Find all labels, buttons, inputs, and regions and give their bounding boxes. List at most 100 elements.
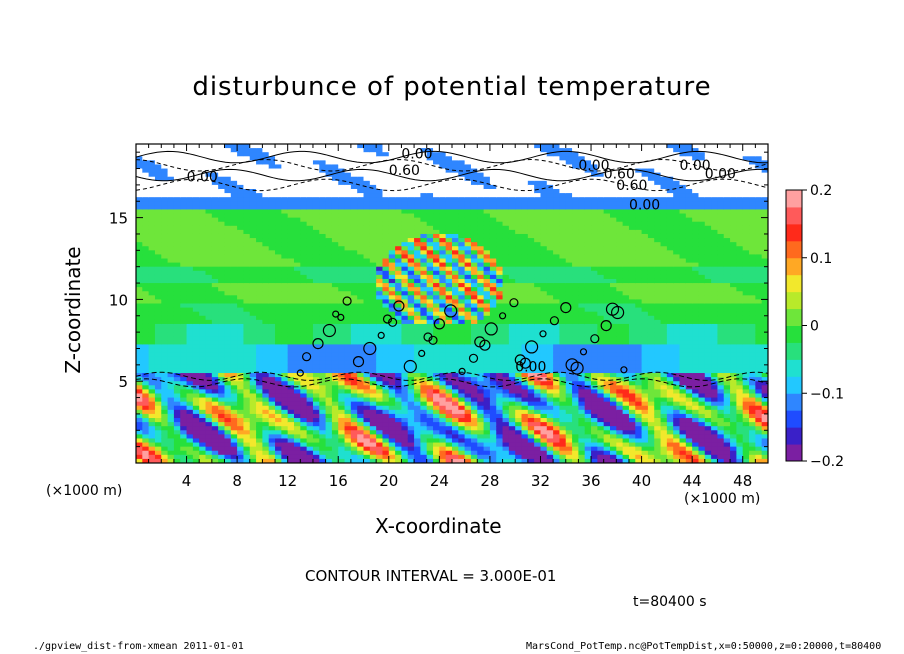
heatmap-cell: [154, 274, 162, 280]
heatmap-cell: [407, 418, 415, 423]
heatmap-field: [136, 144, 768, 463]
heatmap-cell: [205, 160, 213, 166]
heatmap-cell: [275, 356, 282, 362]
heatmap-cell: [489, 311, 497, 317]
heatmap-cell: [433, 193, 440, 198]
heatmap-cell: [464, 213, 472, 219]
heatmap-cell: [180, 193, 188, 198]
heatmap-cell: [439, 434, 447, 440]
heatmap-cell: [167, 368, 175, 374]
heatmap-cell: [224, 233, 232, 239]
heatmap-cell: [477, 434, 485, 440]
heatmap-cell: [414, 344, 421, 350]
heatmap-cell: [331, 389, 339, 395]
heatmap-cell: [344, 274, 352, 280]
heatmap-cell: [237, 152, 245, 157]
heatmap-cell: [452, 401, 459, 407]
heatmap-cell: [401, 246, 409, 251]
heatmap-cell: [445, 266, 453, 272]
heatmap-cell: [142, 434, 150, 440]
heatmap-cell: [237, 221, 245, 227]
heatmap-cell: [357, 430, 365, 435]
heatmap-cell: [154, 201, 162, 206]
heatmap-cell: [331, 434, 339, 440]
heatmap-cell: [173, 311, 181, 317]
heatmap-cell: [306, 197, 314, 202]
heatmap-cell: [508, 180, 516, 186]
heatmap-cell: [161, 344, 169, 350]
heatmap-cell: [344, 328, 352, 333]
heatmap-cell: [268, 148, 276, 153]
heatmap-cell: [218, 368, 226, 374]
heatmap-cell: [407, 242, 415, 247]
heatmap-cell: [426, 307, 434, 313]
heatmap-cell: [325, 180, 333, 186]
heatmap-cell: [218, 193, 226, 198]
heatmap-cell: [142, 389, 150, 395]
heatmap-cell: [445, 373, 453, 378]
heatmap-cell: [300, 217, 308, 223]
heatmap-cell: [376, 258, 384, 264]
heatmap-cell: [439, 422, 447, 427]
heatmap-cell: [357, 405, 365, 411]
heatmap-cell: [382, 409, 390, 415]
heatmap-cell: [395, 438, 403, 444]
heatmap-cell: [439, 213, 447, 219]
heatmap-cell: [325, 332, 333, 337]
heatmap-cell: [287, 246, 295, 251]
heatmap-cell: [256, 360, 263, 366]
heatmap-cell: [186, 254, 194, 260]
heatmap-cell: [300, 373, 308, 378]
heatmap-cell: [161, 373, 169, 378]
heatmap-cell: [433, 348, 440, 354]
heatmap-cell: [527, 356, 535, 362]
heatmap-cell: [180, 409, 188, 415]
heatmap-cell: [376, 348, 384, 354]
heatmap-cell: [325, 360, 333, 366]
heatmap-cell: [154, 311, 162, 317]
heatmap-cell: [420, 188, 428, 194]
heatmap-cell: [136, 450, 143, 456]
heatmap-cell: [439, 274, 447, 280]
heatmap-cell: [262, 450, 270, 456]
heatmap-cell: [452, 434, 459, 440]
heatmap-cell: [395, 348, 403, 354]
heatmap-cell: [243, 233, 251, 239]
heatmap-cell: [205, 328, 213, 333]
heatmap-cell: [300, 336, 308, 341]
heatmap-cell: [192, 319, 200, 325]
heatmap-cell: [281, 148, 289, 153]
heatmap-cell: [426, 184, 434, 190]
heatmap-cell: [464, 250, 472, 256]
heatmap-cell: [256, 270, 263, 276]
heatmap-cell: [275, 319, 282, 325]
heatmap-cell: [458, 270, 466, 276]
heatmap-cell: [439, 152, 447, 157]
heatmap-cell: [167, 172, 175, 178]
heatmap-cell: [477, 315, 485, 321]
heatmap-cell: [483, 209, 491, 215]
heatmap-cell: [205, 385, 213, 390]
heatmap-cell: [218, 172, 226, 178]
heatmap-cell: [306, 328, 314, 333]
heatmap-cell: [496, 217, 504, 223]
heatmap-cell: [439, 385, 447, 390]
heatmap-cell: [439, 270, 447, 276]
heatmap-cell: [521, 246, 529, 251]
heatmap-cell: [136, 422, 143, 427]
heatmap-cell: [458, 180, 466, 186]
heatmap-cell: [192, 315, 200, 321]
heatmap-cell: [211, 242, 219, 247]
heatmap-cell: [369, 291, 377, 296]
heatmap-cell: [148, 258, 156, 264]
heatmap-cell: [357, 197, 365, 202]
heatmap-cell: [357, 250, 365, 256]
heatmap-cell: [192, 217, 200, 223]
heatmap-cell: [262, 385, 270, 390]
heatmap-cell: [452, 144, 459, 149]
heatmap-cell: [287, 405, 295, 411]
heatmap-cell: [325, 323, 333, 329]
heatmap-cell: [256, 188, 263, 194]
heatmap-cell: [287, 303, 295, 309]
heatmap-cell: [508, 278, 516, 284]
